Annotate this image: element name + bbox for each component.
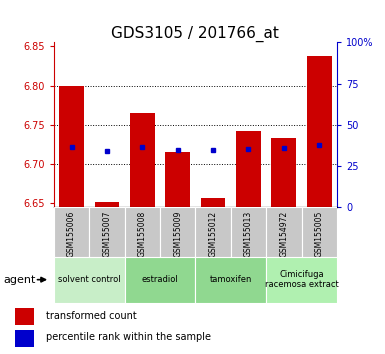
Text: GSM154972: GSM154972 bbox=[279, 211, 288, 257]
Text: GSM155012: GSM155012 bbox=[209, 211, 218, 257]
Title: GDS3105 / 201766_at: GDS3105 / 201766_at bbox=[111, 26, 280, 42]
Text: transformed count: transformed count bbox=[46, 311, 137, 321]
Bar bbox=[125, 257, 196, 303]
Bar bbox=[54, 207, 89, 257]
Bar bbox=[130, 113, 155, 207]
Bar bbox=[59, 86, 84, 207]
Text: GSM155013: GSM155013 bbox=[244, 211, 253, 257]
Bar bbox=[95, 202, 119, 207]
Bar bbox=[15, 330, 34, 347]
Text: agent: agent bbox=[4, 275, 36, 285]
Text: Cimicifuga
racemosa extract: Cimicifuga racemosa extract bbox=[264, 270, 338, 289]
Bar bbox=[301, 207, 337, 257]
Text: GSM155007: GSM155007 bbox=[102, 211, 112, 257]
Bar bbox=[165, 152, 190, 207]
Bar bbox=[160, 207, 195, 257]
Bar bbox=[125, 207, 160, 257]
Text: solvent control: solvent control bbox=[58, 275, 121, 284]
Bar bbox=[201, 198, 226, 207]
Bar bbox=[196, 257, 266, 303]
Bar bbox=[271, 138, 296, 207]
Bar bbox=[266, 207, 301, 257]
Text: tamoxifen: tamoxifen bbox=[209, 275, 252, 284]
Bar bbox=[15, 308, 34, 325]
Bar bbox=[307, 56, 331, 207]
Text: GSM155005: GSM155005 bbox=[315, 211, 324, 257]
Bar bbox=[54, 257, 125, 303]
Bar bbox=[231, 207, 266, 257]
Bar bbox=[266, 257, 337, 303]
Text: percentile rank within the sample: percentile rank within the sample bbox=[46, 332, 211, 342]
Bar bbox=[89, 207, 125, 257]
Text: estradiol: estradiol bbox=[142, 275, 178, 284]
Bar bbox=[236, 131, 261, 207]
Text: GSM155008: GSM155008 bbox=[138, 211, 147, 257]
Text: GSM155006: GSM155006 bbox=[67, 211, 76, 257]
Text: GSM155009: GSM155009 bbox=[173, 211, 182, 257]
Bar bbox=[196, 207, 231, 257]
